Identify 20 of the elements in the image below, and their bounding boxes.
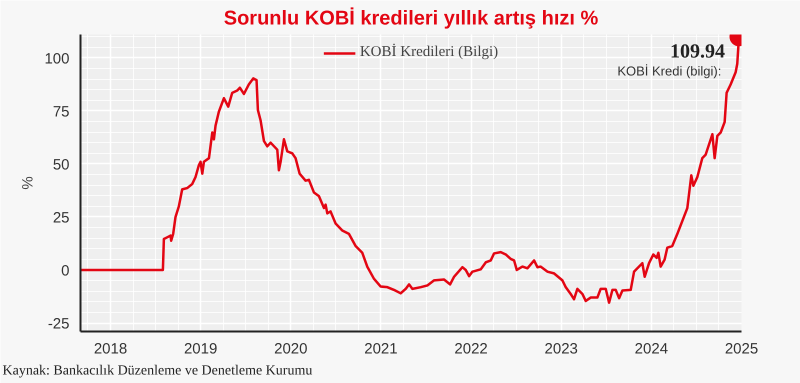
y-tick-label: 25 <box>52 209 70 226</box>
x-tick-label: 2018 <box>94 340 128 358</box>
y-tick-label: 100 <box>44 50 70 68</box>
x-tick-label: 2022 <box>454 340 488 358</box>
annotation: 109.94 <box>670 40 725 63</box>
x-tick-label: 2020 <box>274 340 308 358</box>
x-tick-label: 2019 <box>184 340 218 358</box>
chart-title: Sorunlu KOBİ kredileri yıllık artış hızı % <box>224 6 598 30</box>
legend-label: KOBİ Kredileri (Bilgi) <box>360 44 498 61</box>
annotation: KOBİ Kredi (bilgi): <box>617 64 722 79</box>
y-tick-label: 75 <box>52 103 70 120</box>
y-tick-label: -25 <box>48 316 70 333</box>
x-tick-label: 2025 <box>724 340 758 358</box>
x-tick-label: 2023 <box>544 340 578 358</box>
y-axis-title: % <box>19 176 36 190</box>
x-tick-label: 2024 <box>634 340 668 358</box>
x-tick-label: 2021 <box>364 340 398 358</box>
y-tick-label: 50 <box>52 156 70 174</box>
y-tick-label: 0 <box>61 262 70 280</box>
text: Kaynak: Bankacılık Düzenleme ve Denetleme Kurumu <box>2 364 312 378</box>
